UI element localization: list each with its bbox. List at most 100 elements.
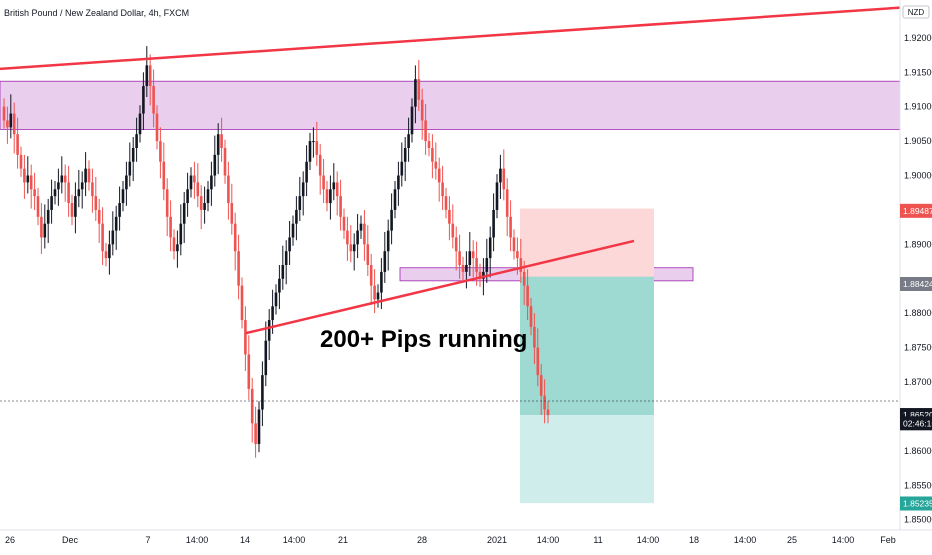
candle-body <box>121 189 125 204</box>
candle-body <box>505 189 509 217</box>
candle-body <box>298 196 302 210</box>
candle-body <box>148 65 152 87</box>
candle-body <box>522 271 526 286</box>
candle-body <box>278 278 281 293</box>
candle-body <box>366 244 370 265</box>
price-tag-box <box>900 416 932 431</box>
candle-body <box>189 175 193 190</box>
candle-body <box>397 175 400 190</box>
price-tick-label: 1.86000 <box>904 446 932 456</box>
time-tick-label: 14:00 <box>537 535 560 545</box>
time-tick-label: Feb <box>880 535 896 545</box>
candle-body <box>216 134 220 155</box>
candle-body <box>420 99 424 121</box>
candle-body <box>23 168 26 183</box>
price-tick-label: 1.87500 <box>904 343 932 353</box>
candle-body <box>376 292 380 300</box>
candle-body <box>159 141 162 162</box>
candle-body <box>19 154 23 169</box>
time-tick-label: 14:00 <box>186 535 209 545</box>
currency-badge[interactable] <box>902 5 930 19</box>
candle-body <box>223 147 227 176</box>
candle-body <box>325 189 329 204</box>
candle-body <box>145 65 149 87</box>
support-trendline[interactable] <box>245 239 635 335</box>
candle-body <box>152 86 155 114</box>
candle-body <box>335 182 339 197</box>
candle-body <box>128 161 132 176</box>
candle-body <box>458 251 461 265</box>
candle-body <box>356 230 359 245</box>
upper-resistance-zone[interactable] <box>0 80 901 130</box>
trendlines-layer[interactable] <box>0 4 932 335</box>
candle-body <box>114 216 118 231</box>
candle-body <box>203 203 206 210</box>
price-axis[interactable]: NZD 1.92000 1.91500 1.91000 1.90500 1.90000 1… <box>899 0 932 530</box>
time-tick-label: 28 <box>417 535 427 545</box>
candle-body <box>434 161 438 169</box>
candle-body <box>478 271 482 279</box>
take-profit-zone[interactable] <box>520 415 654 504</box>
candle-body <box>288 237 291 252</box>
time-tick-label: 14:00 <box>734 535 757 545</box>
candle-body <box>172 237 176 252</box>
candle-body <box>352 244 356 252</box>
candle-body <box>169 216 172 238</box>
resistance-trendline[interactable] <box>0 4 932 71</box>
candle-body <box>451 223 455 238</box>
candle-body <box>431 147 434 162</box>
candle-body <box>410 106 414 135</box>
candle-body <box>36 196 40 217</box>
candle-body <box>444 196 448 210</box>
candle-body <box>332 182 336 190</box>
candle-body <box>9 113 13 128</box>
candle-body <box>543 395 546 410</box>
candle-body <box>380 271 383 293</box>
candle-body <box>318 154 322 176</box>
candle-body <box>247 354 251 389</box>
candle-body <box>94 196 98 210</box>
candle-body <box>475 258 478 272</box>
candle-body <box>539 375 543 396</box>
candle-body <box>50 196 53 210</box>
time-axis[interactable]: 26 Dec 7 14:00 14 14:00 21 28 2021 14:00 11 14:00 18… <box>0 529 932 545</box>
candle-body <box>461 265 465 272</box>
time-tick-label: 18 <box>689 535 699 545</box>
candle-body <box>482 271 485 279</box>
candle-body <box>70 203 74 217</box>
candle-body <box>165 189 169 217</box>
candle-body <box>176 244 179 252</box>
candle-body <box>492 209 495 238</box>
candle-body <box>104 251 108 259</box>
candle-body <box>240 285 244 321</box>
candle-body <box>254 423 257 444</box>
price-tick-label: 1.87000 <box>904 377 932 387</box>
candle-body <box>101 223 104 252</box>
candle-body <box>403 147 407 162</box>
price-tick-label: 1.85000 <box>904 515 932 525</box>
candle-body <box>529 306 533 327</box>
candle-body <box>400 161 404 176</box>
candle-body <box>74 196 77 217</box>
candle-body <box>131 147 135 162</box>
time-tick-label: 26 <box>5 535 15 545</box>
candle-body <box>533 326 536 348</box>
candle-body <box>111 230 115 245</box>
candle-body <box>427 141 431 148</box>
time-tick-label: 14 <box>240 535 250 545</box>
candle-body <box>118 203 121 217</box>
candle-body <box>91 182 94 197</box>
candle-body <box>46 209 50 224</box>
price-tag-box <box>900 276 932 291</box>
price-tick-label: 1.90500 <box>904 136 932 146</box>
candle-body <box>261 375 264 410</box>
candle-body <box>2 106 6 121</box>
price-tick-label: 1.85500 <box>904 480 932 490</box>
candle-body <box>284 251 288 265</box>
stop-loss-zone[interactable] <box>520 208 654 277</box>
candle-body <box>519 258 523 272</box>
annotation-text[interactable]: 200+ Pips running <box>320 326 527 353</box>
candle-body <box>182 203 186 224</box>
